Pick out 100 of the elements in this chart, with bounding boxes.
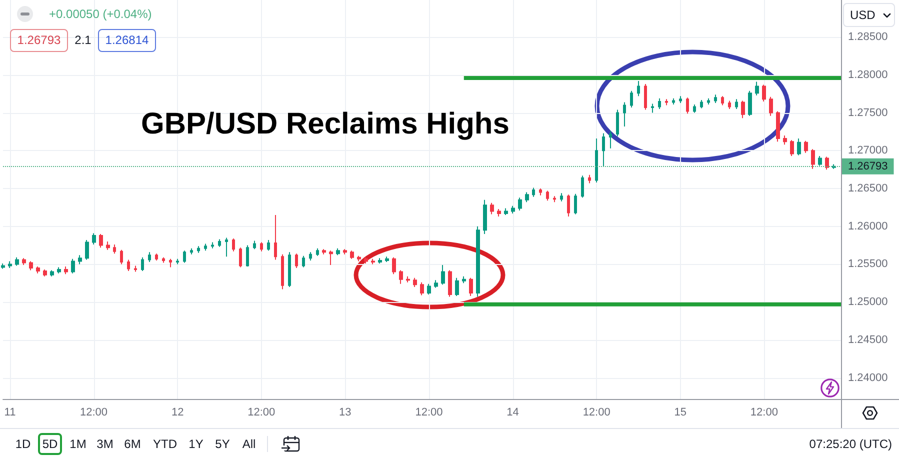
candlestick xyxy=(525,192,529,203)
candlestick xyxy=(36,266,40,274)
y-tick-label: 1.26000 xyxy=(848,220,888,232)
candlestick xyxy=(448,270,452,298)
candlestick xyxy=(434,280,438,288)
candlestick xyxy=(679,96,682,104)
candlestick xyxy=(441,264,445,286)
candlestick xyxy=(85,240,89,260)
candlestick xyxy=(504,208,508,216)
candlestick xyxy=(113,244,116,254)
candlestick xyxy=(707,98,710,105)
candlestick xyxy=(630,90,633,108)
candlestick xyxy=(274,214,277,260)
candlestick xyxy=(225,237,228,258)
candlestick xyxy=(539,188,542,196)
candlestick xyxy=(672,98,675,105)
candlestick xyxy=(43,269,47,277)
text: 07:25:20 (UTC) xyxy=(809,437,892,451)
candlestick xyxy=(762,84,766,102)
candlestick xyxy=(378,258,382,264)
candlestick xyxy=(281,254,284,290)
annotation: +0.00050 (+0.04%) xyxy=(49,7,152,21)
x-tick-label: 12:00 xyxy=(750,406,778,418)
candlestick xyxy=(616,109,619,137)
candlestick xyxy=(169,258,172,268)
candlestick xyxy=(427,283,431,296)
candlestick xyxy=(581,175,584,198)
candlestick xyxy=(1,262,5,270)
candlestick xyxy=(197,246,200,254)
text: 6M xyxy=(124,437,141,451)
candlestick xyxy=(141,256,144,272)
candlestick xyxy=(790,140,794,156)
candlestick xyxy=(295,253,298,269)
candlestick xyxy=(783,135,787,146)
candlestick xyxy=(623,102,626,127)
candlestick xyxy=(218,238,221,248)
candlestick xyxy=(776,110,780,142)
candlestick xyxy=(735,98,738,110)
candlestick xyxy=(728,100,731,110)
text: 5Y xyxy=(215,437,230,451)
candlestick xyxy=(490,202,494,215)
x-tick-label: 11 xyxy=(4,406,16,418)
candlestick xyxy=(64,266,68,275)
candlestick xyxy=(700,99,703,109)
candlestick xyxy=(176,258,179,265)
candlestick xyxy=(399,270,403,284)
candlestick xyxy=(825,156,829,170)
annotation: 1.26793 xyxy=(17,33,61,47)
candlestick xyxy=(560,192,563,202)
candlestick xyxy=(769,96,773,116)
x-tick-label: 15 xyxy=(674,406,687,418)
currency-dropdown: USD xyxy=(843,3,895,27)
x-tick-label: 12:00 xyxy=(582,406,610,418)
candlestick xyxy=(455,277,459,297)
candlestick xyxy=(15,256,19,266)
text: All xyxy=(242,437,256,451)
candlestick xyxy=(322,248,326,255)
candlestick xyxy=(546,190,549,202)
y-tick-label: 1.27000 xyxy=(848,144,888,157)
candlestick xyxy=(637,80,640,97)
y-tick-label: 1.24500 xyxy=(848,334,888,346)
candlestick xyxy=(246,244,249,268)
text: GBP/USD Reclaims Highs xyxy=(141,108,510,140)
quote-button: 1.26814 xyxy=(98,29,156,52)
candlestick xyxy=(665,98,668,106)
y-tick-label: 1.25000 xyxy=(848,296,888,308)
candlestick xyxy=(316,248,319,256)
text: 1Y xyxy=(188,437,204,451)
candlestick xyxy=(336,248,340,256)
text: 1D xyxy=(15,437,31,451)
quote-button: 1.26793 xyxy=(10,29,68,52)
text: 3M xyxy=(96,437,114,451)
candlestick xyxy=(602,132,605,168)
candlestick xyxy=(22,258,26,266)
candlestick xyxy=(8,260,12,269)
text: 1M xyxy=(70,437,86,451)
candlestick xyxy=(658,98,661,110)
candlestick xyxy=(78,254,82,265)
candlestick xyxy=(574,193,577,215)
candlestick xyxy=(818,155,822,166)
candlestick xyxy=(588,174,591,184)
candlestick xyxy=(120,249,123,265)
candlestick xyxy=(755,81,759,96)
candlestick xyxy=(162,256,165,264)
candlestick xyxy=(741,100,745,119)
candlestick xyxy=(288,252,291,288)
candlestick xyxy=(350,250,354,260)
candlestick xyxy=(748,90,752,116)
candlestick xyxy=(190,248,193,255)
candlestick xyxy=(211,242,214,249)
range-button: 5D xyxy=(38,433,62,455)
candlestick xyxy=(469,277,473,297)
candlestick xyxy=(518,197,522,211)
candlestick xyxy=(797,138,801,156)
candlestick xyxy=(329,250,333,266)
y-tick-label: 1.26500 xyxy=(848,182,888,195)
candlestick xyxy=(371,258,375,265)
candlestick xyxy=(106,241,110,250)
candlestick xyxy=(253,240,256,250)
y-tick-label: 1.24000 xyxy=(848,372,888,384)
